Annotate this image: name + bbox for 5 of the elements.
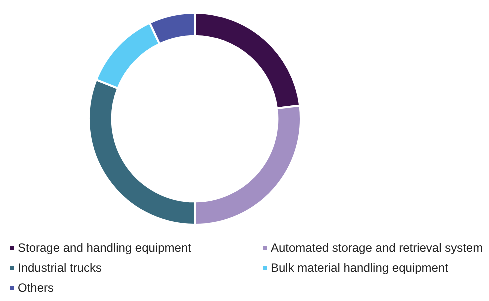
legend-label: Storage and handling equipment: [18, 241, 192, 255]
legend-label: Bulk material handling equipment: [271, 261, 448, 275]
legend-label: Others: [18, 281, 54, 295]
legend-label: Industrial trucks: [18, 261, 102, 275]
legend-label: Automated storage and retrieval system: [271, 241, 484, 255]
